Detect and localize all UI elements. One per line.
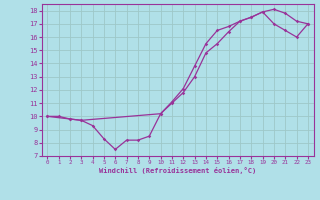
X-axis label: Windchill (Refroidissement éolien,°C): Windchill (Refroidissement éolien,°C) (99, 167, 256, 174)
